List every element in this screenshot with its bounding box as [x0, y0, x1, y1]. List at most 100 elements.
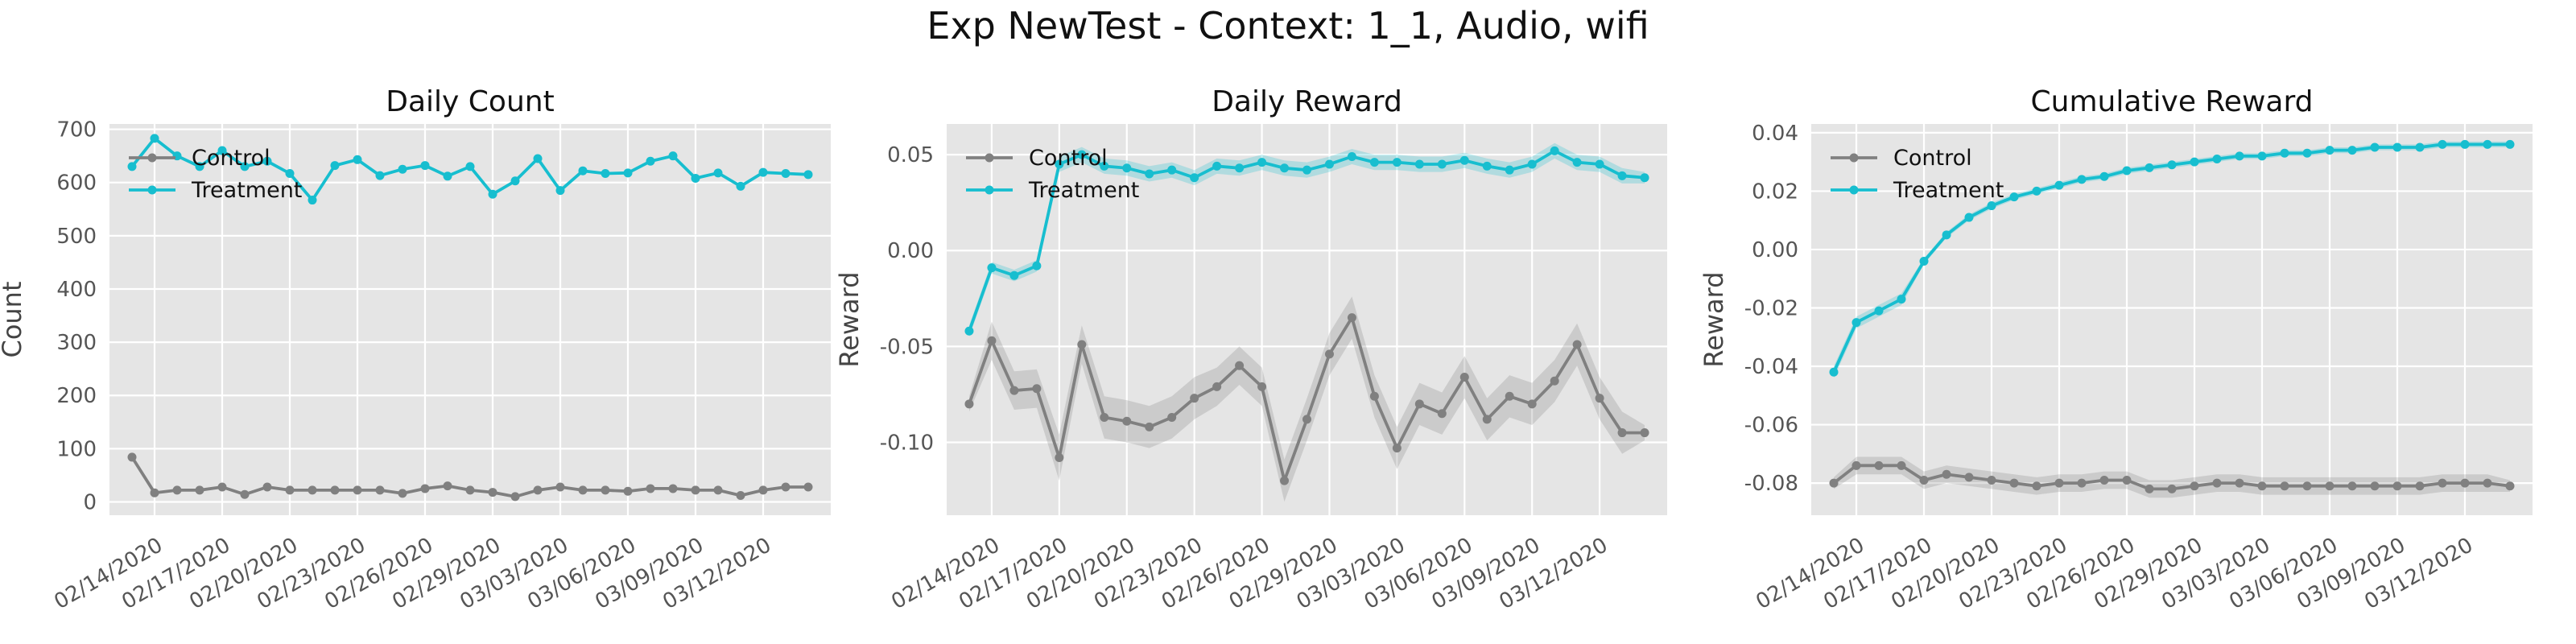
series-control-point	[2483, 478, 2492, 488]
series-treatment-point	[1212, 161, 1222, 171]
legend-control-label: Control	[192, 146, 270, 171]
series-treatment-point	[1874, 306, 1884, 316]
series-control-band	[969, 296, 1645, 502]
series-control-point	[601, 485, 610, 495]
series-control-point	[420, 484, 430, 493]
series-treatment-point	[2302, 148, 2312, 158]
series-treatment-point	[2190, 157, 2199, 167]
series-treatment-point	[1077, 150, 1087, 159]
series-control-point	[488, 488, 497, 497]
series-control-point	[1055, 453, 1064, 463]
legend-control-marker	[985, 153, 994, 163]
panel-cumulative-reward: -0.08-0.06-0.04-0.020.000.020.0402/14/20…	[1699, 85, 2533, 614]
series-control-point	[1347, 313, 1356, 323]
y-tick-label: 700	[56, 118, 97, 142]
series-treatment-point	[1482, 161, 1492, 171]
series-control-point	[803, 482, 813, 492]
series-treatment-point	[2235, 151, 2244, 161]
series-treatment-point	[217, 146, 227, 155]
series-treatment-point	[1919, 256, 1929, 266]
series-treatment-point	[1369, 158, 1379, 167]
plot-background	[1811, 124, 2533, 515]
series-treatment-point	[1414, 159, 1424, 169]
series-control-point	[533, 485, 543, 495]
series-treatment-point	[1122, 163, 1132, 173]
series-treatment-point	[2032, 186, 2041, 196]
y-axis-label: Reward	[1699, 271, 1729, 367]
series-control-point	[1302, 415, 1311, 424]
series-control-point	[217, 482, 227, 492]
series-treatment-point	[987, 263, 997, 273]
series-treatment-point	[736, 181, 745, 191]
series-control-point	[736, 491, 745, 501]
series-control-point	[555, 482, 565, 492]
series-treatment-point	[623, 168, 633, 178]
series-control-point	[1257, 382, 1267, 391]
legend-control-marker	[1849, 153, 1859, 163]
series-control-point	[1829, 478, 1839, 488]
series-control-point	[987, 336, 997, 345]
series-control-point	[2009, 478, 2019, 488]
y-tick-label: 600	[56, 171, 97, 196]
y-axis-label: Reward	[834, 271, 865, 367]
series-treatment-point	[668, 151, 678, 161]
series-treatment-point	[1459, 155, 1469, 165]
series-treatment-point	[510, 176, 520, 186]
series-control-point	[2347, 481, 2357, 491]
series-control-point	[1167, 413, 1177, 422]
series-control-point	[1874, 460, 1884, 470]
series-control-point	[1919, 475, 1929, 485]
series-treatment-point	[195, 162, 204, 171]
series-treatment-point	[488, 189, 497, 199]
series-treatment-point	[1100, 161, 1109, 171]
series-treatment-point	[1595, 159, 1604, 169]
legend-treatment-marker	[985, 185, 994, 195]
series-control-point	[1595, 394, 1604, 403]
series-control-point	[1190, 394, 1199, 403]
series-control-point	[1437, 409, 1447, 419]
series-treatment-point	[1257, 158, 1267, 167]
series-control-point	[2257, 481, 2267, 491]
series-control-point	[713, 485, 723, 495]
plot-background	[109, 124, 831, 515]
series-control-point	[1897, 460, 1906, 470]
series-treatment-point	[533, 154, 543, 163]
legend-treatment-label: Treatment	[191, 178, 302, 203]
series-treatment-point	[1324, 159, 1334, 169]
series-treatment-point	[443, 171, 452, 181]
series-treatment-point	[1897, 295, 1906, 304]
legend-control-label: Control	[1029, 146, 1108, 171]
series-treatment-point	[330, 161, 340, 171]
series-treatment-point	[1942, 230, 1951, 240]
series-treatment-point	[1987, 201, 1996, 211]
series-control-point	[758, 485, 768, 495]
legend-treatment-label: Treatment	[1028, 178, 1139, 203]
series-treatment-point	[262, 156, 272, 166]
series-control-point	[1145, 422, 1154, 431]
series-control-point	[1640, 428, 1649, 438]
y-tick-label: -0.06	[1744, 414, 1798, 438]
y-tick-label: 0.05	[887, 143, 934, 167]
plot-background	[947, 124, 1667, 515]
series-control-point	[623, 486, 633, 496]
series-treatment-point	[2370, 142, 2380, 152]
series-treatment-point	[285, 168, 295, 178]
series-treatment-point	[2077, 175, 2087, 184]
series-control-point	[2325, 481, 2334, 491]
series-control-point	[2280, 481, 2289, 491]
series-control-point	[781, 482, 791, 492]
series-control-point	[1324, 349, 1334, 359]
y-tick-label: 0.00	[1752, 238, 1798, 262]
series-control-point	[1505, 391, 1514, 401]
series-control-point	[646, 484, 655, 493]
series-treatment-point	[1280, 163, 1290, 173]
series-control-point	[2122, 475, 2132, 485]
series-treatment-point	[2122, 166, 2132, 175]
series-treatment-point	[1032, 261, 1042, 270]
series-treatment-point	[964, 326, 974, 336]
series-control-point	[375, 485, 385, 495]
series-control-point	[2370, 481, 2380, 491]
series-control-point	[1459, 372, 1469, 382]
series-treatment-point	[2460, 139, 2470, 149]
series-treatment-point	[1852, 318, 1861, 328]
